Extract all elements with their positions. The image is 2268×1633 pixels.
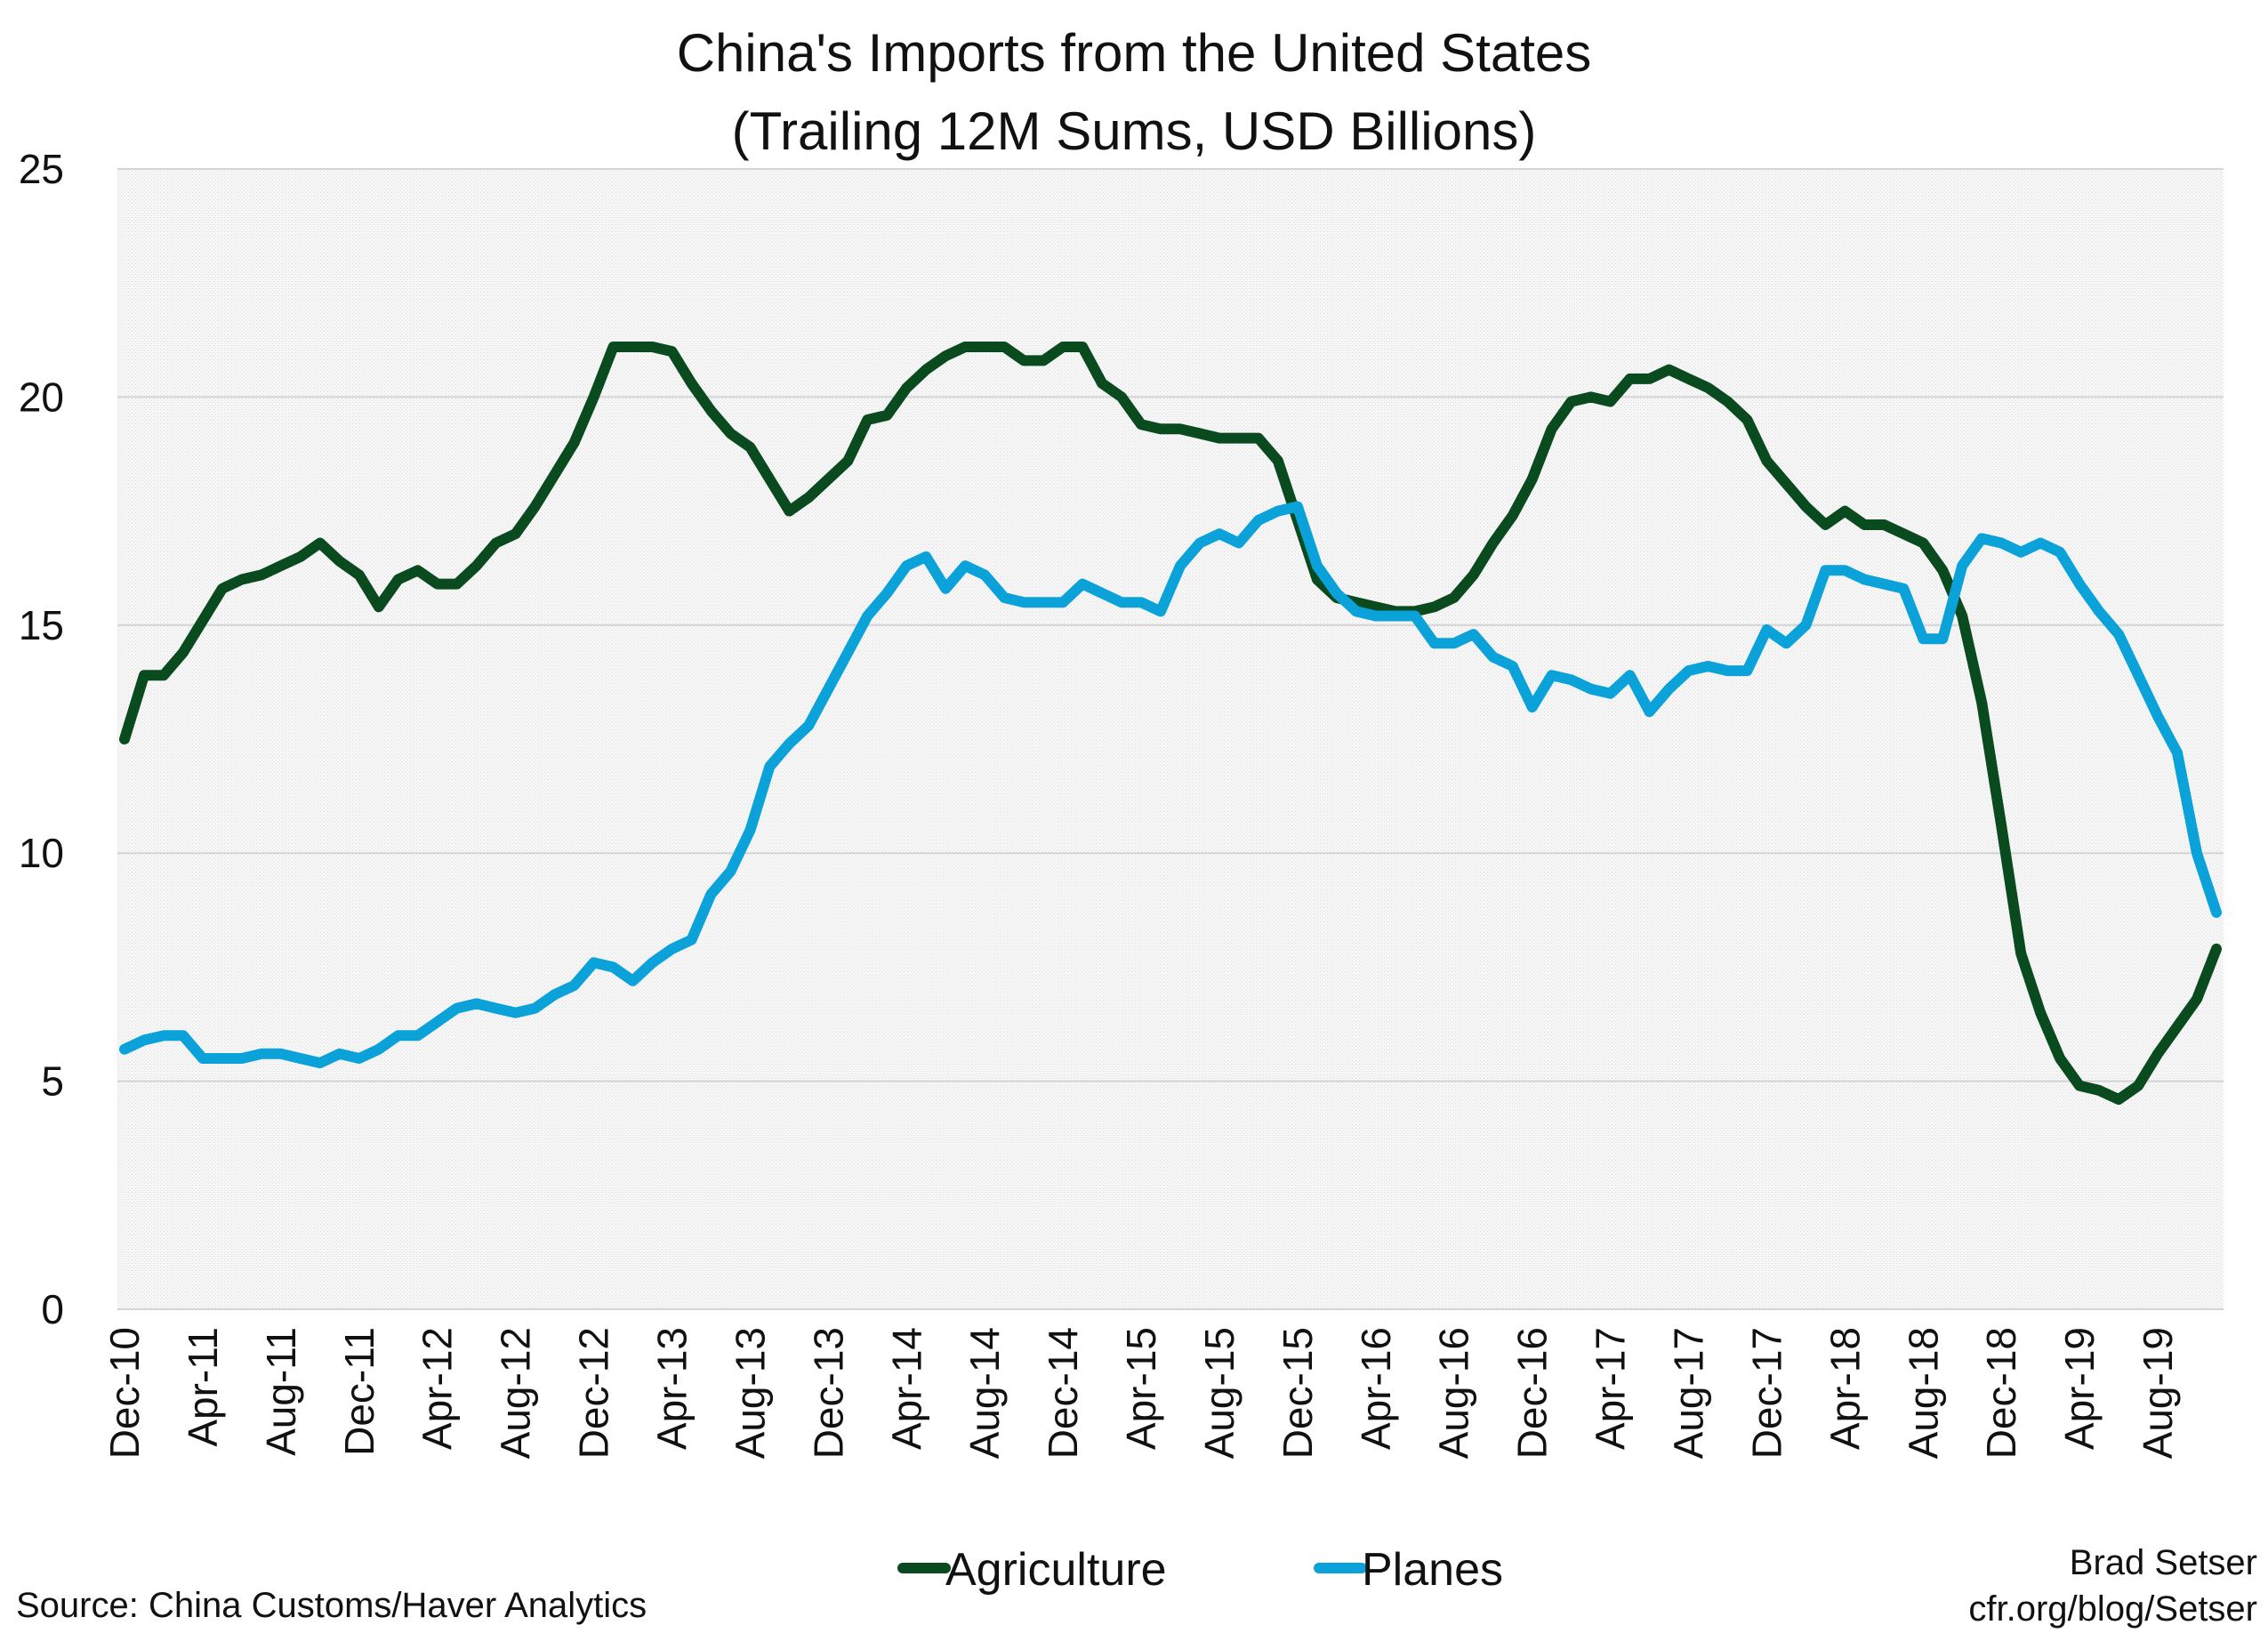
x-tick-label: Apr-12	[414, 1327, 461, 1450]
x-tick-label: Dec-11	[336, 1327, 382, 1456]
x-tick-label: Aug-16	[1431, 1327, 1477, 1459]
x-tick-label: Dec-14	[1040, 1327, 1086, 1459]
chart-subtitle: (Trailing 12M Sums, USD Billions)	[732, 101, 1537, 161]
source-note: Source: China Customs/Haver Analytics	[16, 1586, 647, 1625]
x-tick-label: Apr-15	[1118, 1327, 1164, 1450]
y-axis: 0 5 10 15 20 25	[19, 146, 64, 1332]
x-tick-label: Aug-19	[2135, 1327, 2181, 1459]
chart-title: China's Imports from the United States	[677, 23, 1592, 83]
x-tick-label: Aug-12	[493, 1327, 539, 1459]
x-axis: Dec-10 Apr-11 Aug-11 Dec-11 Apr-12 Aug-12 Dec-…	[101, 1327, 2181, 1459]
x-tick-label: Dec-13	[805, 1327, 851, 1459]
x-tick-label: Apr-11	[180, 1327, 226, 1447]
series-line-planes	[119, 501, 2222, 1069]
x-tick-label: Dec-10	[101, 1327, 148, 1459]
x-tick-label: Dec-15	[1275, 1327, 1321, 1459]
series-line-agriculture	[119, 342, 2222, 1106]
x-tick-label: Aug-17	[1666, 1327, 1712, 1459]
legend: Agriculture Planes	[897, 1544, 1503, 1596]
x-tick-label: Apr-14	[883, 1327, 929, 1450]
x-tick-label: Apr-19	[2056, 1327, 2103, 1450]
gridlines	[117, 168, 2224, 1310]
y-tick-label: 20	[19, 374, 64, 420]
y-tick-label: 15	[19, 602, 64, 648]
author-note: Brad Setser	[2070, 1543, 2257, 1582]
x-tick-label: Dec-17	[1743, 1327, 1789, 1459]
x-tick-label: Aug-11	[258, 1327, 304, 1456]
x-tick-label: Apr-17	[1588, 1327, 1634, 1450]
url-note: cfr.org/blog/Setser	[1968, 1589, 2257, 1629]
series-lines	[119, 342, 2222, 1106]
x-tick-label: Aug-14	[961, 1327, 1008, 1459]
x-tick-label: Dec-16	[1509, 1327, 1556, 1459]
x-tick-label: Apr-13	[648, 1327, 695, 1450]
y-tick-label: 10	[19, 830, 64, 876]
plot-area	[117, 169, 2224, 1309]
y-tick-label: 5	[41, 1058, 64, 1105]
legend-label-planes: Planes	[1362, 1544, 1503, 1596]
legend-label-agriculture: Agriculture	[945, 1544, 1167, 1596]
y-tick-label: 0	[41, 1286, 64, 1332]
x-tick-label: Aug-18	[1900, 1327, 1946, 1459]
x-tick-label: Apr-16	[1353, 1327, 1399, 1450]
y-tick-label: 25	[19, 146, 64, 192]
x-tick-label: Apr-18	[1822, 1327, 1868, 1450]
x-tick-label: Aug-15	[1196, 1327, 1243, 1459]
x-tick-label: Dec-12	[571, 1327, 617, 1459]
x-tick-label: Aug-13	[727, 1327, 773, 1459]
x-tick-label: Dec-18	[1978, 1327, 2024, 1459]
